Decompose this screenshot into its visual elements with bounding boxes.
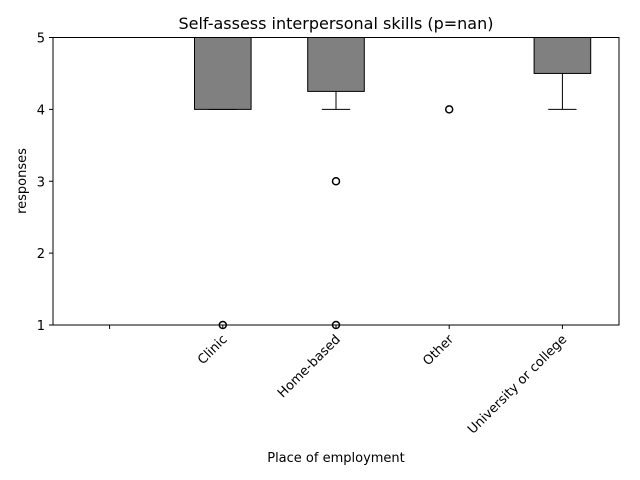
x-tick-label: University or college xyxy=(465,332,570,437)
x-tick-label: Clinic xyxy=(195,332,231,368)
chart-title: Self-assess interpersonal skills (p=nan) xyxy=(178,14,493,33)
box-group xyxy=(194,37,252,330)
plot-area xyxy=(194,37,592,330)
outlier-point xyxy=(444,105,454,114)
x-axis-label: Place of employment xyxy=(267,451,405,466)
y-axis-label: responses xyxy=(15,148,30,214)
outlier-point xyxy=(331,177,341,186)
y-tick-label: 5 xyxy=(37,32,45,47)
x-tick-label: Other xyxy=(420,332,457,369)
box-iqr xyxy=(307,37,365,92)
x-tick-label: Home-based xyxy=(275,332,344,401)
box-iqr xyxy=(533,37,592,74)
box-group xyxy=(533,37,592,110)
y-axis: 1 2 3 4 5 xyxy=(37,32,53,334)
y-tick-label: 2 xyxy=(37,247,45,262)
y-tick-label: 4 xyxy=(37,103,45,118)
box-iqr xyxy=(194,37,252,110)
x-axis: Clinic Home-based Other University or colle… xyxy=(109,325,570,437)
box-group xyxy=(307,37,365,330)
y-tick-label: 1 xyxy=(37,319,45,334)
y-tick-label: 3 xyxy=(37,175,45,190)
box-group xyxy=(420,37,478,114)
